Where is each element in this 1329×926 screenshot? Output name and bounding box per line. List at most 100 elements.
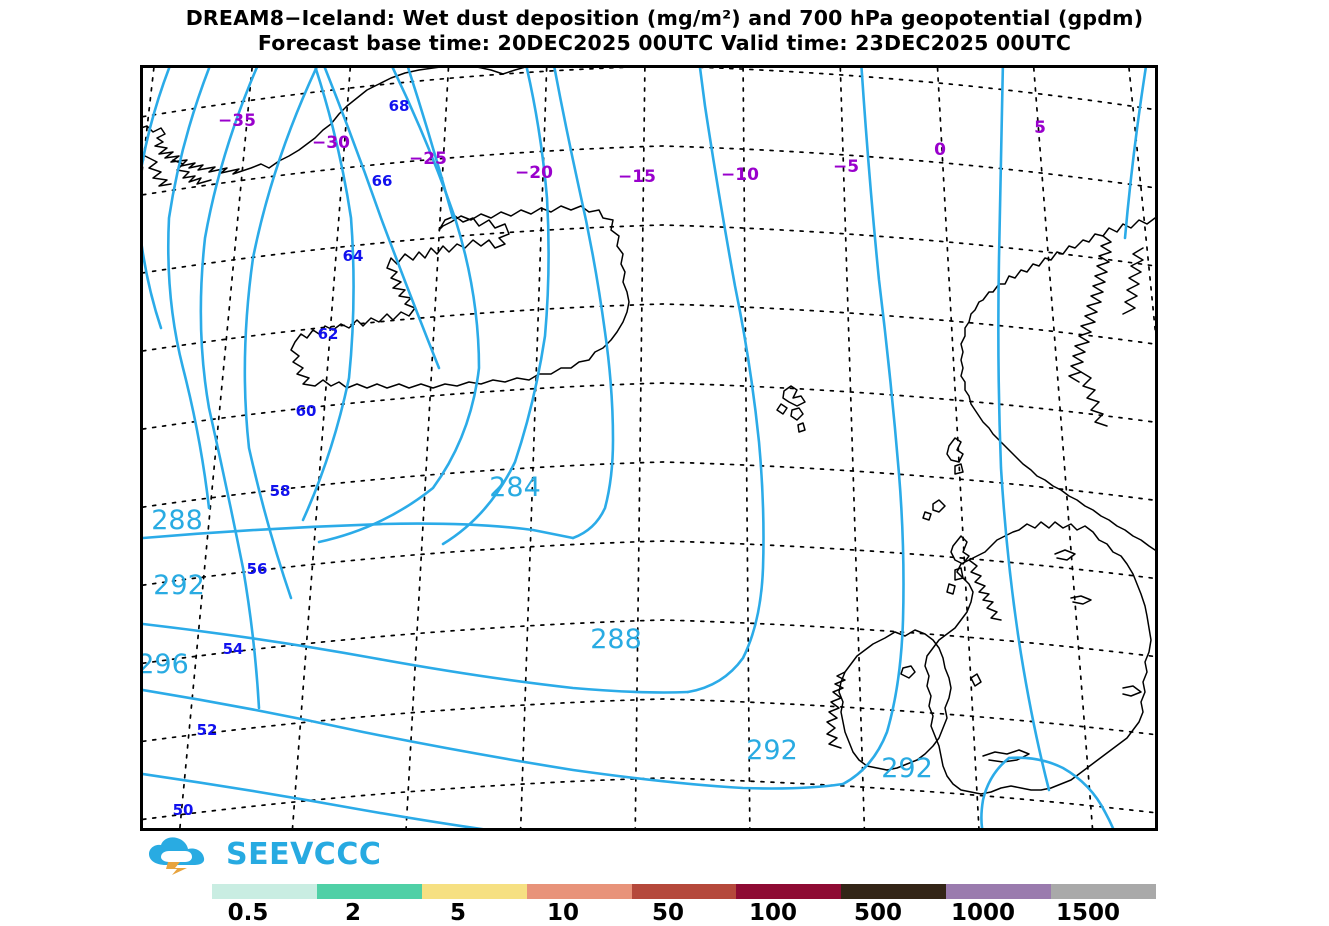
coastline-norway-inner <box>1122 247 1144 315</box>
colorbar-tick: 500 <box>853 900 903 926</box>
colorbar-tick: 1500 <box>1055 900 1121 926</box>
latitude-label: 54 <box>223 640 244 658</box>
colorbar-segment <box>1051 884 1157 899</box>
colorbar-segment <box>421 884 527 899</box>
contour-b <box>317 68 481 544</box>
longitude-label: −25 <box>409 149 447 169</box>
coastline-greenland-spur <box>478 68 525 75</box>
colorbar: 0.5 2 5 10 50 100 500 1000 1500 <box>0 884 1329 926</box>
longitude-label: −20 <box>515 163 553 183</box>
contour-284-hook <box>553 68 615 540</box>
contour-labels: 284 288 292 296 288 292 292 <box>143 472 933 784</box>
coastline-greenland <box>143 68 439 175</box>
coastline-isle-of-man <box>970 673 982 687</box>
colorbar-tick: 50 <box>651 900 685 926</box>
graticule-latitudes <box>143 68 1155 821</box>
contour-292-main <box>143 688 845 790</box>
contour-292-hook <box>841 68 905 786</box>
coastline-ireland-west-detail <box>826 671 846 749</box>
colorbar-segment <box>212 884 317 899</box>
coastline-ireland <box>838 629 952 771</box>
coastline-iceland <box>290 205 630 389</box>
contour-a <box>301 68 355 522</box>
longitude-label: −5 <box>833 157 859 177</box>
page-title: DREAM8−Iceland: Wet dust deposition (mg/… <box>185 6 1144 30</box>
latitude-label: 62 <box>318 325 339 343</box>
coastline-ireland-lough <box>900 665 916 679</box>
contour-label: 288 <box>590 624 642 655</box>
coastline-moray-firth <box>1054 549 1076 561</box>
coastline-norway-fjords <box>1068 235 1112 383</box>
latitude-label: 58 <box>270 482 291 500</box>
coastline-shetland <box>946 437 964 475</box>
latitude-label: 68 <box>389 97 410 115</box>
coastline-scotland-detail <box>968 559 1002 621</box>
title-block: DREAM8−Iceland: Wet dust deposition (mg/… <box>0 6 1329 56</box>
coastlines <box>143 68 1155 795</box>
contour-284-main <box>143 522 575 540</box>
contour-288-hook <box>686 68 765 694</box>
colorbar-segment <box>736 884 842 899</box>
colorbar-tick: 2 <box>344 900 362 926</box>
longitude-label: 0 <box>934 140 946 160</box>
contour-272 <box>166 68 211 510</box>
longitude-label: −10 <box>721 165 759 185</box>
latitude-label: 56 <box>247 560 268 578</box>
seevccc-logo: SEEVCCC <box>146 833 386 877</box>
colorbar-tick: 5 <box>449 900 467 926</box>
contour-276 <box>199 68 261 710</box>
contour-284-upper <box>323 68 441 370</box>
longitude-label: −15 <box>618 167 656 187</box>
contour-288-main <box>143 622 690 694</box>
coastline-norway-south <box>1080 371 1108 427</box>
colorbar-tick: 1000 <box>950 900 1016 926</box>
coastline-orkney <box>922 499 946 521</box>
logo-text: SEEVCCC <box>226 837 382 872</box>
contour-300-right <box>1123 68 1148 240</box>
coastline-wash <box>1122 685 1142 697</box>
contour-296-main <box>143 772 484 828</box>
longitude-label: −35 <box>218 111 256 131</box>
graticule-longitudes <box>143 68 1155 828</box>
colorbar-segment <box>526 884 632 899</box>
latitude-label: 60 <box>296 402 317 420</box>
contour-label: 292 <box>153 570 205 601</box>
latitude-label: 66 <box>372 172 393 190</box>
coastline-greenland-fjord <box>144 155 172 187</box>
coastline-norway <box>960 217 1155 551</box>
colorbar-segment <box>316 884 422 899</box>
colorbar-bar <box>212 884 1157 899</box>
geopotential-contours <box>143 68 1148 828</box>
longitude-labels: −35 −30 −25 −20 −15 −10 −5 0 5 <box>218 111 1046 187</box>
longitude-label: −30 <box>312 133 350 153</box>
weather-map[interactable]: −35 −30 −25 −20 −15 −10 −5 0 5 68 66 64 … <box>143 68 1155 828</box>
contour-label: 296 <box>143 649 189 680</box>
contour-label: 292 <box>881 753 933 784</box>
contour-label: 288 <box>151 505 203 536</box>
forecast-time-subtitle: Forecast base time: 20DEC2025 00UTC Vali… <box>257 31 1072 55</box>
colorbar-segment <box>841 884 947 899</box>
latitude-label: 64 <box>343 247 364 265</box>
latitude-label: 52 <box>197 721 218 739</box>
coastline-firth-of-forth <box>1070 595 1092 605</box>
colorbar-tick: 0.5 <box>227 900 269 926</box>
contour-label: 292 <box>746 735 798 766</box>
contour-292-closed <box>980 756 1011 828</box>
contour-296-right <box>997 68 1051 792</box>
colorbar-tick: 10 <box>546 900 580 926</box>
latitude-label: 50 <box>173 801 194 819</box>
cloud-arrow-icon <box>149 837 205 875</box>
contour-292-closed-b <box>1007 756 1115 828</box>
contour-268 <box>143 68 171 330</box>
longitude-label: 5 <box>1034 118 1046 138</box>
contour-label: 284 <box>489 472 541 503</box>
colorbar-segment <box>946 884 1052 899</box>
colorbar-segment <box>631 884 737 899</box>
coastline-faroe-islands <box>776 385 806 433</box>
colorbar-tick: 100 <box>748 900 798 926</box>
contour-c <box>441 68 550 546</box>
map-background <box>143 68 1155 828</box>
contour-280-left <box>243 68 318 600</box>
latitude-labels: 68 66 64 62 60 58 56 54 52 50 <box>173 97 410 819</box>
map-frame: −35 −30 −25 −20 −15 −10 −5 0 5 68 66 64 … <box>140 65 1158 831</box>
